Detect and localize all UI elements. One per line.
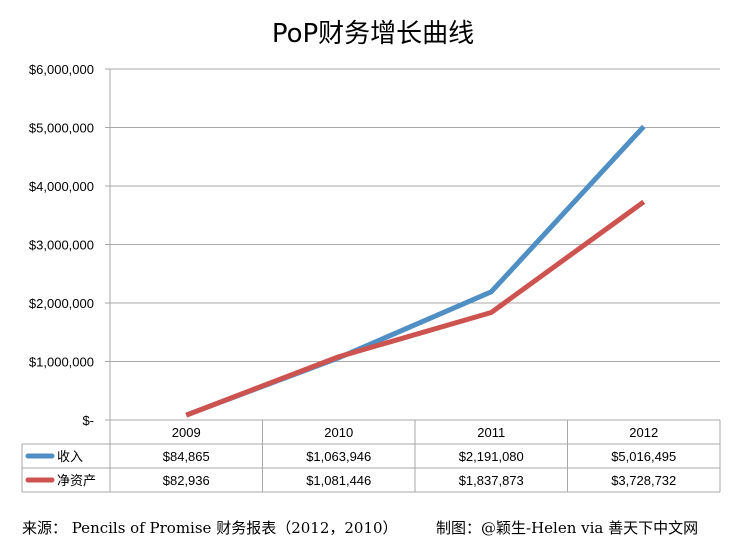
category-label: 2009	[172, 425, 201, 440]
series-line	[185, 124, 646, 418]
chart-title: PoP财务增长曲线	[272, 19, 474, 49]
ytick-label: $4,000,000	[29, 179, 94, 194]
data-label: $84,865	[163, 449, 210, 464]
data-label: $1,837,873	[459, 473, 524, 488]
legend-label: 收入	[57, 449, 83, 464]
ytick-label: $2,000,000	[29, 296, 94, 311]
ytick-label: $5,000,000	[29, 121, 94, 136]
ytick-label: $-	[82, 413, 94, 428]
data-label: $1,063,946	[306, 449, 371, 464]
ytick-label: $1,000,000	[29, 355, 94, 370]
category-label: 2011	[477, 425, 505, 440]
category-label: 2010	[324, 425, 353, 440]
maker-note: 制图：@颖生-Helen via 善天下中文网	[436, 519, 699, 537]
data-label: $3,728,732	[611, 473, 676, 488]
data-label: $1,081,446	[306, 473, 371, 488]
source-note: 来源： Pencils of Promise 财务报表（2012，2010）	[22, 519, 398, 537]
series-line	[185, 199, 646, 418]
data-label: $82,936	[163, 473, 210, 488]
ytick-label: $3,000,000	[29, 238, 94, 253]
data-label: $2,191,080	[459, 449, 524, 464]
legend-label: 净资产	[57, 473, 96, 488]
category-label: 2012	[629, 425, 658, 440]
data-label: $5,016,495	[611, 449, 676, 464]
ytick-label: $6,000,000	[29, 62, 94, 77]
